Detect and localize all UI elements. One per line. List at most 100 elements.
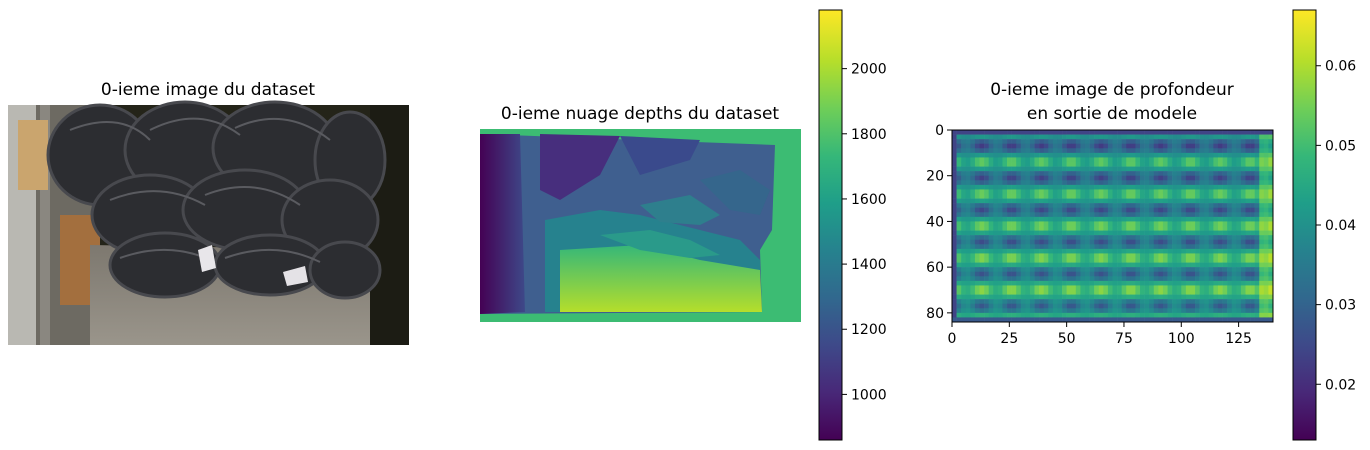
heatmap-cell [1149, 258, 1155, 263]
heatmap-cell [1025, 276, 1031, 282]
heatmap-cell [1057, 143, 1063, 149]
heatmap-cell [956, 171, 962, 177]
heatmap-cell [1176, 239, 1182, 245]
heatmap-cell [1208, 239, 1214, 245]
heatmap-cell [1016, 207, 1022, 213]
heatmap-cell [1240, 162, 1246, 167]
heatmap-cell [1048, 280, 1054, 286]
heatmap-cell [1204, 166, 1210, 172]
heatmap-cell [1089, 230, 1095, 236]
heatmap-cell [1176, 184, 1182, 190]
heatmap-cell [1011, 258, 1017, 263]
heatmap-cell [1172, 303, 1177, 309]
heatmap-cell [984, 143, 989, 149]
heatmap-cell [1002, 175, 1008, 181]
heatmap-cell [993, 276, 999, 282]
heatmap-cell [1126, 189, 1132, 195]
heatmap-cell [1057, 294, 1063, 300]
heatmap-cell [1084, 248, 1090, 254]
heatmap-cell [965, 166, 971, 172]
heatmap-cell [1263, 303, 1269, 309]
heatmap-cell [1126, 216, 1132, 222]
heatmap-cell [1103, 248, 1109, 254]
heatmap-cell [974, 194, 980, 199]
heatmap-cell [1185, 166, 1191, 172]
heatmap-cell [965, 184, 971, 190]
heatmap-cell [1034, 157, 1040, 163]
heatmap-cell [1020, 148, 1026, 154]
heatmap-cell [974, 267, 980, 273]
heatmap-cell [1007, 299, 1012, 305]
heatmap-cell [1217, 226, 1223, 231]
heatmap-cell [1107, 184, 1113, 190]
heatmap-cell [997, 148, 1003, 154]
heatmap-cell [1048, 207, 1054, 213]
heatmap-cell [1135, 303, 1141, 309]
heatmap-cell [1217, 212, 1223, 218]
heatmap-cell [1245, 184, 1251, 190]
heatmap-cell [1020, 317, 1026, 322]
heatmap-cell [974, 294, 980, 300]
heatmap-cell [1176, 226, 1182, 231]
heatmap-cell [1084, 139, 1090, 145]
heatmap-cell [1075, 212, 1081, 218]
heatmap-cell [1135, 262, 1141, 268]
heatmap-cell [1098, 317, 1104, 322]
heatmap-cell [1172, 175, 1177, 181]
heatmap-cell [1250, 152, 1255, 158]
heatmap-cell [1011, 248, 1017, 254]
heatmap-cell [1268, 157, 1273, 163]
heatmap-cell [1195, 221, 1200, 227]
heatmap-cell [1094, 184, 1100, 190]
heatmap-cell [1089, 212, 1095, 218]
heatmap-cell [1240, 290, 1246, 295]
heatmap-cell [1231, 134, 1237, 140]
heatmap-cell [1121, 312, 1127, 318]
heatmap-cell [1167, 280, 1173, 286]
heatmap-cell [1162, 244, 1168, 250]
heatmap-cell [1135, 299, 1141, 305]
heatmap-cell [1162, 184, 1168, 190]
heatmap-cell [1126, 166, 1132, 172]
heatmap-cell [1254, 262, 1260, 268]
heatmap-cell [1231, 317, 1237, 322]
heatmap-cell [1199, 248, 1205, 254]
heatmap-cell [1254, 175, 1260, 181]
heatmap-cell [1250, 317, 1255, 322]
heatmap-cell [1130, 134, 1136, 140]
heatmap-cell [1199, 280, 1205, 286]
heatmap-cell [1071, 235, 1077, 241]
heatmap-cell [1254, 203, 1260, 209]
heatmap-cell [956, 139, 962, 145]
heatmap-cell [1052, 244, 1058, 250]
heatmap-cell [979, 248, 985, 254]
heatmap-cell [1121, 212, 1127, 218]
heatmap-cell [1126, 276, 1132, 282]
heatmap-cell [1222, 166, 1228, 172]
heatmap-cell [1130, 139, 1136, 145]
heatmap-cell [1007, 276, 1012, 282]
heatmap-cell [1240, 280, 1246, 286]
heatmap-cell [1135, 271, 1141, 277]
heatmap-cell [1011, 230, 1017, 236]
heatmap-cell [1167, 262, 1173, 268]
heatmap-cell [1208, 244, 1214, 250]
heatmap-cell [1052, 134, 1058, 140]
heatmap-cell [1254, 276, 1260, 282]
heatmap-cell [1254, 194, 1260, 199]
heatmap-cell [1167, 203, 1173, 209]
heatmap-cell [1130, 317, 1136, 322]
heatmap-cell [1057, 248, 1063, 254]
heatmap-cell [1167, 189, 1173, 195]
heatmap-cell [1135, 148, 1141, 154]
heatmap-cell [1195, 148, 1200, 154]
heatmap-cell [1199, 258, 1205, 263]
heatmap-cell [965, 312, 971, 318]
heatmap-cell [956, 203, 962, 209]
heatmap-cell [1016, 276, 1022, 282]
heatmap-cell [1016, 166, 1022, 172]
heatmap-cell [1181, 184, 1187, 190]
heatmap-cell [961, 194, 967, 199]
heatmap-cell [1176, 212, 1182, 218]
heatmap-cell [961, 294, 967, 300]
